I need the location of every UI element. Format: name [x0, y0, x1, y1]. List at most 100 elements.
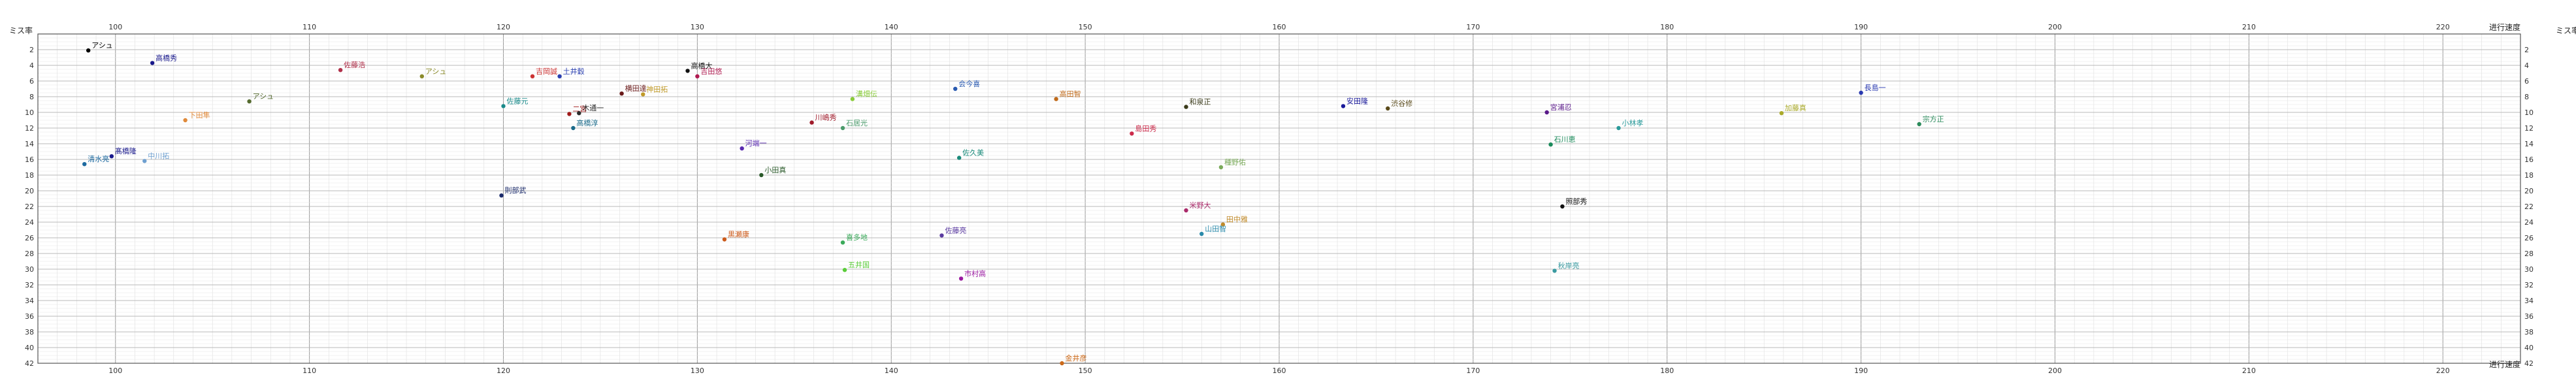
point-marker — [109, 154, 114, 159]
data-point: 佐藤亮 — [939, 225, 966, 238]
point-label: 喜多地 — [846, 233, 868, 242]
data-point: 川嶋秀 — [809, 113, 837, 125]
point-label: 清水亮 — [88, 154, 109, 163]
y-tick-label-left: 10 — [25, 108, 34, 117]
data-point: 横田達 — [619, 84, 647, 96]
y-tick-label-left: 24 — [25, 218, 34, 227]
point-marker — [850, 97, 855, 101]
y-tick-label-right: 12 — [2524, 124, 2534, 133]
x-axis-title-bottom: 进行速度 — [2489, 359, 2520, 369]
data-point: 会今喜 — [953, 79, 980, 91]
data-point: 加藤真 — [1779, 103, 1806, 116]
y-tick-label-right: 30 — [2524, 265, 2534, 274]
point-label: 高橋大 — [691, 61, 713, 70]
x-axis-title-top: 进行速度 — [2489, 22, 2520, 32]
point-label: 宮浦忍 — [1550, 103, 1572, 112]
point-label: 渋谷修 — [1391, 99, 1412, 108]
point-marker — [567, 112, 572, 116]
point-label: 五井国 — [848, 260, 870, 269]
point-marker — [1859, 90, 1863, 95]
data-point: 米野大 — [1184, 201, 1211, 213]
point-label: 山田智 — [1205, 224, 1226, 233]
point-marker — [953, 86, 958, 91]
data-point: 市村高 — [958, 269, 986, 281]
point-label: 小田真 — [764, 165, 786, 174]
point-label: 安田隆 — [1346, 96, 1368, 105]
point-marker — [740, 146, 744, 151]
y-tick-label-left: 18 — [25, 171, 34, 180]
point-marker — [1184, 105, 1188, 109]
x-tick-label-bottom: 100 — [108, 367, 122, 375]
y-tick-label-left: 28 — [25, 250, 34, 258]
data-point: 木通一 — [577, 104, 604, 116]
y-tick-label-left: 36 — [25, 312, 34, 321]
y-tick-label-right: 42 — [2524, 359, 2534, 368]
point-marker — [1560, 204, 1565, 209]
point-label: 和泉正 — [1190, 97, 1211, 106]
y-tick-label-right: 26 — [2524, 234, 2534, 242]
x-tick-label-top: 170 — [1466, 23, 1480, 31]
point-label: 河端一 — [745, 139, 767, 148]
point-marker — [840, 125, 845, 131]
data-point: 下田隼 — [183, 110, 210, 123]
point-label: 吉岡誠 — [536, 67, 557, 76]
data-point: 小林孝 — [1616, 118, 1644, 131]
point-marker — [557, 74, 562, 79]
x-tick-label-bottom: 150 — [1079, 367, 1092, 375]
x-tick-label-bottom: 170 — [1466, 367, 1480, 375]
x-tick-label-top: 160 — [1273, 23, 1286, 31]
y-tick-label-left: 38 — [25, 328, 34, 336]
x-tick-label-bottom: 130 — [691, 367, 704, 375]
data-point: 高橋淳 — [571, 118, 598, 131]
point-marker — [759, 172, 764, 178]
point-label: 宗方正 — [1923, 114, 1944, 123]
data-point: 則部武 — [499, 186, 527, 198]
point-marker — [1218, 165, 1224, 170]
point-label: 高橋淳 — [576, 118, 598, 127]
point-marker — [840, 240, 845, 245]
y-tick-label-left: 8 — [29, 93, 34, 101]
y-tick-label-left: 20 — [25, 187, 34, 195]
point-label: 二宮 — [572, 104, 587, 113]
y-axis-title-right: ミス率 — [2556, 25, 2576, 35]
y-tick-label-right: 28 — [2524, 250, 2534, 258]
point-marker — [685, 69, 690, 73]
y-tick-label-right: 18 — [2524, 171, 2534, 180]
y-tick-label-right: 24 — [2524, 218, 2534, 227]
data-point: 石川恵 — [1548, 135, 1576, 147]
data-point: アシュ — [419, 67, 447, 79]
x-tick-label-top: 120 — [497, 23, 510, 31]
point-label: 横田達 — [625, 84, 647, 93]
y-tick-label-left: 12 — [25, 124, 34, 133]
y-tick-label-left: 14 — [25, 140, 34, 148]
data-point: 吉岡誠 — [530, 67, 557, 79]
point-label: 吉田悠 — [700, 67, 722, 76]
x-tick-label-bottom: 200 — [2048, 367, 2062, 375]
point-marker — [530, 74, 535, 79]
point-label: 佐藤亮 — [945, 225, 966, 235]
data-point: 中川拓 — [142, 151, 169, 163]
point-label: 米野大 — [1190, 201, 1211, 210]
point-label: アシュ — [425, 67, 447, 76]
y-tick-label-left: 34 — [25, 297, 34, 305]
data-point: 金井彦 — [1060, 353, 1087, 366]
data-point: アシュ — [86, 41, 113, 53]
y-tick-label-right: 14 — [2524, 140, 2534, 148]
point-label: 種野佑 — [1224, 157, 1246, 167]
y-tick-label-right: 10 — [2524, 108, 2534, 117]
point-label: 島田秀 — [1135, 123, 1156, 133]
point-marker — [1544, 110, 1549, 115]
point-marker — [619, 91, 624, 96]
point-label: 則部武 — [505, 186, 527, 195]
point-marker — [641, 92, 645, 97]
data-point: 溝畑伝 — [850, 90, 877, 101]
point-label: アシュ — [253, 92, 274, 101]
point-label: 加藤真 — [1785, 103, 1806, 112]
data-point: 佐藤浩 — [338, 60, 365, 73]
point-marker — [1552, 269, 1557, 273]
point-label: 小林孝 — [1622, 118, 1644, 127]
y-tick-label-right: 4 — [2524, 61, 2529, 70]
y-tick-label-right: 38 — [2524, 328, 2534, 336]
point-marker — [150, 61, 155, 65]
